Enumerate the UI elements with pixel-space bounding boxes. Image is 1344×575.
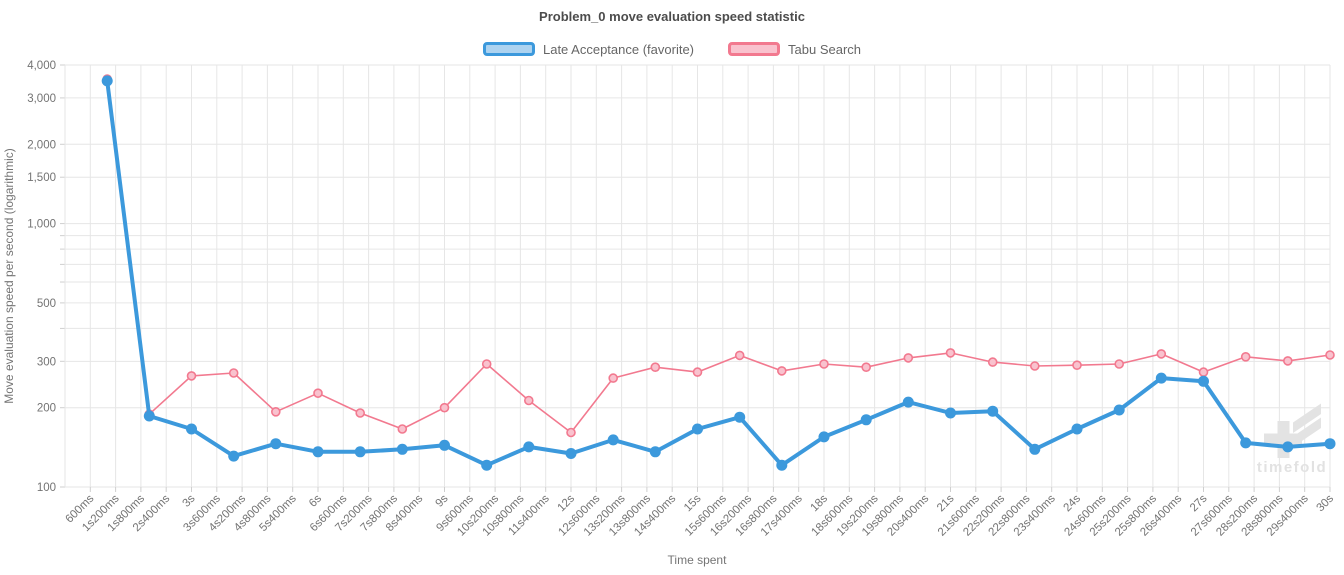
data-point[interactable]: [945, 407, 956, 419]
data-point[interactable]: [270, 406, 281, 417]
data-point[interactable]: [270, 438, 282, 450]
x-tick-label: 21s: [935, 492, 957, 514]
legend-item-tabu-search[interactable]: Tabu Search: [728, 42, 861, 57]
x-tick-label: 30s: [1315, 492, 1337, 514]
data-point[interactable]: [1113, 404, 1125, 416]
series-layer: [101, 74, 1336, 471]
data-point[interactable]: [566, 427, 576, 438]
data-point[interactable]: [481, 459, 493, 471]
x-tick-label: 9s: [434, 492, 451, 509]
data-point[interactable]: [186, 371, 197, 381]
data-point[interactable]: [1198, 375, 1209, 387]
legend-swatch-tabu-search: [728, 42, 781, 56]
x-tick-label: 3s: [181, 492, 198, 509]
data-point[interactable]: [1325, 350, 1335, 360]
y-tick-label: 2,000: [27, 139, 56, 151]
data-point[interactable]: [143, 410, 155, 422]
y-tick-label: 1,000: [27, 219, 56, 231]
data-point[interactable]: [1071, 423, 1083, 435]
data-point[interactable]: [397, 424, 408, 434]
data-point[interactable]: [945, 348, 956, 358]
y-tick-label: 3,000: [27, 93, 56, 105]
data-point[interactable]: [481, 359, 492, 369]
data-point[interactable]: [692, 423, 703, 435]
x-tick-label: 15s: [682, 492, 704, 514]
x-tick-label: 24s: [1062, 492, 1084, 514]
data-point[interactable]: [1240, 437, 1252, 449]
data-point[interactable]: [312, 446, 324, 458]
data-point[interactable]: [776, 459, 788, 471]
data-point[interactable]: [186, 423, 197, 435]
data-point[interactable]: [1282, 441, 1294, 453]
data-point[interactable]: [354, 446, 366, 458]
timefold-logo-icon: [1264, 403, 1321, 458]
data-point[interactable]: [1324, 438, 1336, 450]
data-point[interactable]: [650, 362, 661, 373]
series-late-acceptance-favorite-: [101, 75, 1336, 471]
data-point[interactable]: [776, 366, 787, 376]
data-point[interactable]: [903, 353, 914, 363]
data-point[interactable]: [649, 446, 661, 458]
data-point[interactable]: [734, 350, 745, 361]
data-point[interactable]: [607, 434, 619, 446]
timefold-watermark: timefold: [1257, 403, 1327, 476]
legend-item-late-acceptance[interactable]: Late Acceptance (favorite): [482, 41, 695, 57]
y-axis-title: Move evaluation speed per second (logari…: [2, 148, 16, 403]
data-point[interactable]: [1072, 360, 1082, 371]
data-point[interactable]: [1114, 359, 1124, 369]
data-point[interactable]: [734, 411, 746, 423]
legend-label-tabu-search: Tabu Search: [788, 41, 862, 57]
y-tick-label: 200: [37, 403, 56, 415]
data-point[interactable]: [861, 362, 872, 373]
data-point[interactable]: [355, 408, 366, 418]
data-point[interactable]: [1029, 443, 1041, 455]
data-point[interactable]: [523, 395, 534, 406]
series-tabu-search: [102, 74, 1335, 438]
watermark-text: timefold: [1257, 459, 1327, 476]
data-point[interactable]: [439, 402, 450, 413]
x-tick-label: 27s: [1188, 492, 1210, 514]
legend-swatch-late-acceptance: [482, 42, 535, 56]
data-point[interactable]: [692, 367, 703, 377]
legend-label-late-acceptance: Late Acceptance (favorite): [542, 41, 695, 57]
data-point[interactable]: [819, 359, 829, 369]
grid-layer: 4,0003,0002,0001,5001,000500300200100600…: [27, 60, 1336, 539]
data-point[interactable]: [101, 75, 113, 87]
y-tick-label: 4,000: [27, 60, 56, 72]
data-point[interactable]: [902, 396, 914, 408]
chart-title: Problem_0 move evaluation speed statisti…: [539, 9, 805, 24]
y-tick-label: 300: [37, 356, 56, 368]
data-point[interactable]: [1283, 356, 1293, 366]
x-axis-title: Time spent: [668, 553, 728, 567]
x-tick-label: 18s: [809, 492, 831, 514]
data-point[interactable]: [1156, 349, 1167, 359]
data-point[interactable]: [987, 357, 998, 367]
y-tick-label: 1,500: [27, 172, 56, 184]
x-tick-label: 12s: [556, 492, 578, 514]
data-point[interactable]: [565, 448, 577, 459]
data-point[interactable]: [228, 450, 240, 462]
data-point[interactable]: [523, 441, 535, 453]
y-tick-label: 100: [37, 482, 56, 494]
y-tick-label: 500: [37, 298, 56, 310]
data-point[interactable]: [396, 443, 408, 455]
series-line: [105, 78, 1332, 468]
data-point[interactable]: [228, 368, 239, 378]
data-point[interactable]: [818, 431, 830, 443]
data-point[interactable]: [608, 373, 619, 383]
data-point[interactable]: [1030, 361, 1040, 371]
legend: Late Acceptance (favorite) Tabu Search: [0, 40, 1344, 58]
data-point[interactable]: [1198, 367, 1209, 377]
data-point[interactable]: [1155, 372, 1167, 384]
x-tick-label: 6s: [307, 492, 324, 509]
series-line: [106, 78, 1331, 434]
data-point[interactable]: [313, 388, 323, 399]
data-point[interactable]: [860, 414, 872, 426]
data-point[interactable]: [1240, 351, 1251, 362]
data-point[interactable]: [439, 439, 450, 451]
data-point[interactable]: [987, 405, 999, 417]
